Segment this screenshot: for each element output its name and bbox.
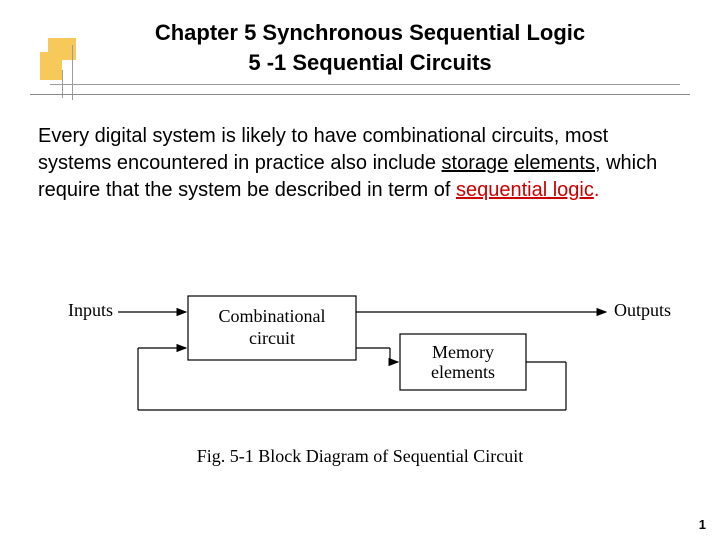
decor-vline-tall — [72, 45, 73, 100]
title-line-2: 5 -1 Sequential Circuits — [80, 48, 660, 78]
mem-box-line1: Memory — [432, 342, 494, 362]
para-part3: . — [594, 179, 600, 201]
body-paragraph: Every digital system is likely to have c… — [0, 85, 720, 204]
outputs-label: Outputs — [614, 300, 671, 320]
slide-title: Chapter 5 Synchronous Sequential Logic 5… — [0, 18, 720, 77]
para-elements: elements — [514, 152, 595, 174]
header: Chapter 5 Synchronous Sequential Logic 5… — [0, 0, 720, 85]
comb-box-line2: circuit — [249, 328, 295, 348]
comb-box-line1: Combinational — [219, 306, 326, 326]
inputs-label: Inputs — [68, 300, 113, 320]
para-storage: storage — [442, 152, 509, 174]
decor-hline-inner — [50, 84, 680, 85]
diagram-caption: Fig. 5-1 Block Diagram of Sequential Cir… — [197, 446, 523, 466]
para-seq-logic: sequential logic — [456, 179, 594, 201]
header-decor — [40, 38, 88, 86]
decor-square-bottom — [40, 52, 62, 80]
sequential-circuit-diagram: Inputs Combinational circuit Outputs Mem… — [30, 290, 690, 490]
page-number: 1 — [699, 517, 706, 532]
title-line-1: Chapter 5 Synchronous Sequential Logic — [80, 18, 660, 48]
diagram-svg: Inputs Combinational circuit Outputs Mem… — [30, 290, 690, 490]
decor-hline-outer — [30, 94, 690, 95]
mem-box-line2: elements — [431, 362, 495, 382]
